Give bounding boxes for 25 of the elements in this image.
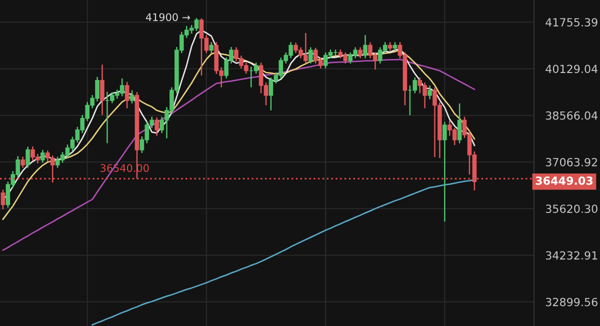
candlestick [363, 34, 368, 59]
candlestick [100, 64, 104, 116]
y-tick-label: 34232.91 [546, 251, 598, 260]
candlestick [308, 46, 313, 64]
candlestick [20, 156, 25, 168]
y-tick-label: 32899.56 [546, 298, 598, 306]
candlestick [442, 121, 447, 222]
y-tick-label: 37063.92 [546, 158, 598, 166]
y-tick-label: 35620.30 [546, 204, 598, 213]
candlestick [26, 146, 30, 168]
candlestick [428, 84, 432, 100]
candlestick [130, 90, 134, 104]
candlestick [154, 116, 159, 136]
candlestick [209, 41, 214, 54]
y-tick-label: 38566.04 [546, 111, 598, 120]
candlestick [40, 149, 45, 164]
candlestick [124, 81, 130, 109]
candlestick [358, 46, 362, 59]
candlestick [254, 62, 258, 74]
text: 36449.03 [536, 176, 593, 185]
y-tick-label: 41755.39 [546, 18, 598, 27]
y-tick-label: 40129.04 [546, 64, 598, 74]
candlestick [0, 189, 6, 210]
annotation: 41900 → [146, 13, 190, 22]
candlestick [457, 102, 462, 144]
